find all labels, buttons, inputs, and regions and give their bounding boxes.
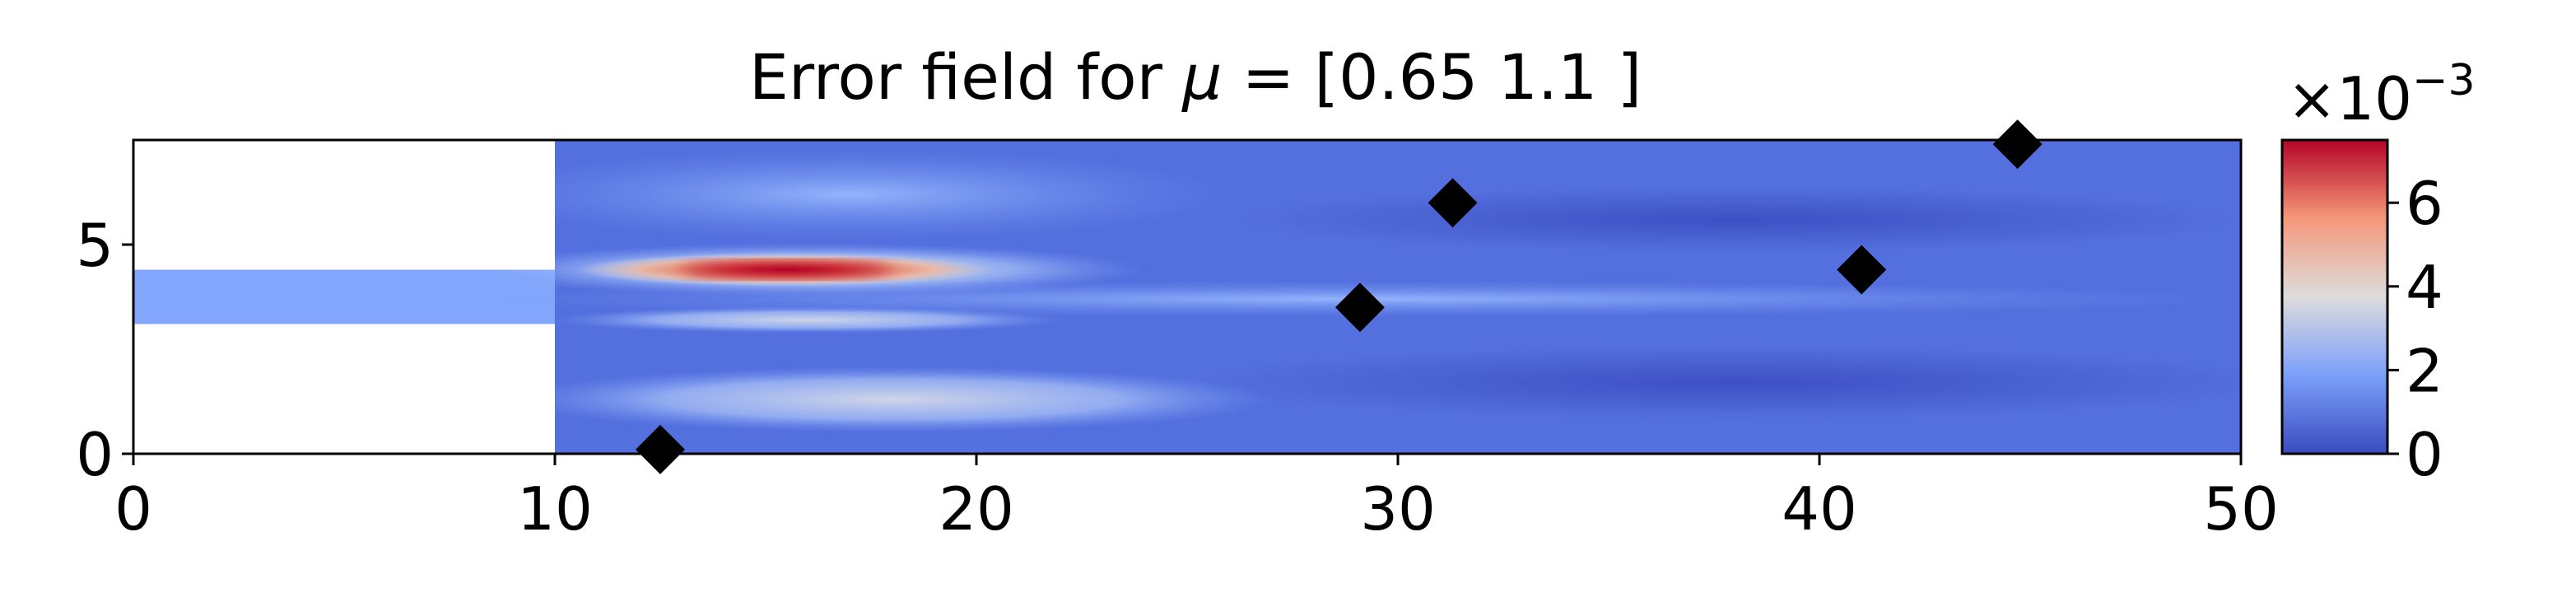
colorbar-scale-base: ×10	[2287, 64, 2412, 133]
x-tick-label-50: 50	[2203, 474, 2279, 544]
x-axis-ticks: 0 10 20 30 40 50	[114, 454, 2279, 544]
colorbar-tick-label-6: 6	[2406, 169, 2443, 238]
x-tick-label-10: 10	[517, 474, 593, 544]
colorbar-scale-exponent: −3	[2412, 56, 2476, 105]
y-tick-label-5: 5	[76, 211, 114, 280]
y-axis-ticks: 05	[76, 211, 133, 489]
x-tick-label-0: 0	[114, 474, 152, 544]
colorbar-tick-label-0: 0	[2406, 420, 2443, 489]
chart-title-suffix: = [0.65 1.1 ]	[1222, 40, 1642, 114]
lower-dark-band	[1187, 345, 2241, 420]
chart-title-symbol: μ	[1181, 40, 1222, 114]
error-field-heatmap	[133, 140, 2241, 454]
sensor-marker-5	[1992, 119, 2043, 170]
colorbar-ticks: 0 2 4 6	[2387, 169, 2443, 489]
colorbar	[2280, 138, 2389, 455]
chart-title-prefix: Error field for	[749, 40, 1182, 114]
sensor-marker-1	[636, 424, 685, 474]
chart-title: Error field for μ = [0.65 1.1 ]	[749, 40, 1642, 114]
y-tick-label-0: 0	[76, 420, 114, 489]
sensor-marker-3	[1428, 178, 1478, 228]
lower-shear-layer	[555, 306, 1061, 334]
sensor-marker-2	[1335, 282, 1385, 333]
x-tick-label-20: 20	[939, 474, 1014, 544]
upper-dark-band	[1229, 186, 2241, 253]
colorbar-scale-label: ×10−3	[2287, 56, 2476, 133]
lower-light-region	[512, 366, 1272, 432]
x-tick-label-40: 40	[1782, 474, 1857, 544]
colorbar-tick-label-4: 4	[2406, 253, 2443, 322]
sensor-markers	[636, 119, 2043, 474]
colorbar-tick-label-2: 2	[2406, 336, 2443, 405]
sensor-marker-4	[1837, 245, 1887, 295]
upper-light-region	[470, 149, 1230, 240]
error-peak-core	[681, 264, 892, 276]
plot-frame	[132, 138, 2243, 455]
x-tick-label-30: 30	[1360, 474, 1436, 544]
